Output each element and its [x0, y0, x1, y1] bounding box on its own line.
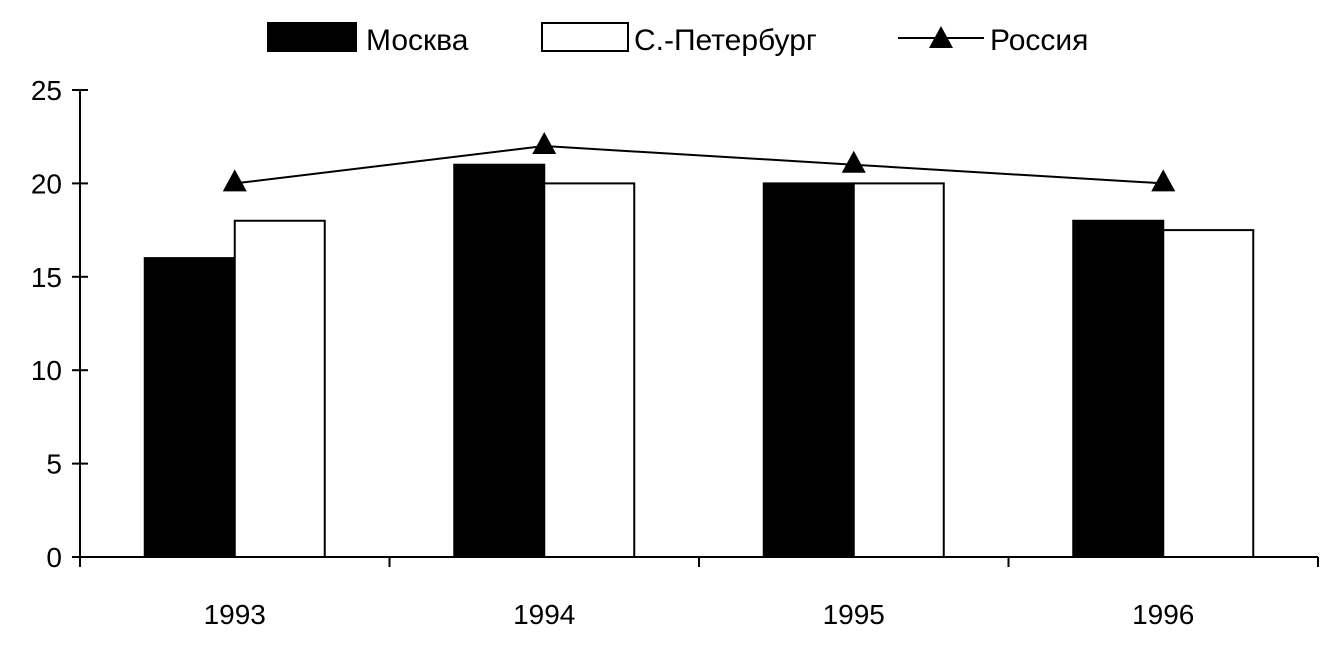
x-tick-label: 1994 — [513, 599, 575, 630]
x-tick-label: 1996 — [1132, 599, 1194, 630]
bar-spb — [1162, 229, 1255, 558]
bar-moscow — [453, 163, 546, 558]
legend-swatch-spb — [541, 22, 629, 52]
y-tick-label: 15 — [31, 262, 62, 293]
line-russia — [234, 145, 1164, 185]
y-tick-label: 20 — [31, 168, 62, 199]
legend-label-russia: Россия — [990, 24, 1088, 57]
y-tick-label: 0 — [46, 542, 62, 573]
legend: Москва С.-Петербург Россия — [267, 22, 1088, 57]
marker-russia — [532, 132, 557, 155]
bar-moscow — [143, 257, 236, 558]
bar-spb — [543, 182, 636, 558]
x-tick-label: 1993 — [204, 599, 266, 630]
marker-russia — [1151, 169, 1176, 192]
bar-moscow — [1072, 219, 1165, 558]
y-tick-label: 5 — [46, 449, 62, 480]
y-tick-label: 10 — [31, 355, 62, 386]
x-tick-label: 1995 — [823, 599, 885, 630]
marker-russia — [222, 169, 247, 192]
y-tick-label: 25 — [31, 75, 62, 106]
marker-russia — [841, 150, 866, 173]
bar-spb — [852, 182, 945, 558]
legend-swatch-moscow — [267, 22, 357, 52]
plot-area: 0 5 10 15 20 25 1993 1994 1995 1996 — [31, 75, 1319, 630]
legend-label-moscow: Москва — [366, 24, 469, 57]
legend-label-spb: С.-Петербург — [634, 24, 817, 57]
bar-moscow — [762, 182, 855, 558]
legend-marker-russia — [929, 26, 953, 48]
bar-spb — [233, 219, 326, 558]
